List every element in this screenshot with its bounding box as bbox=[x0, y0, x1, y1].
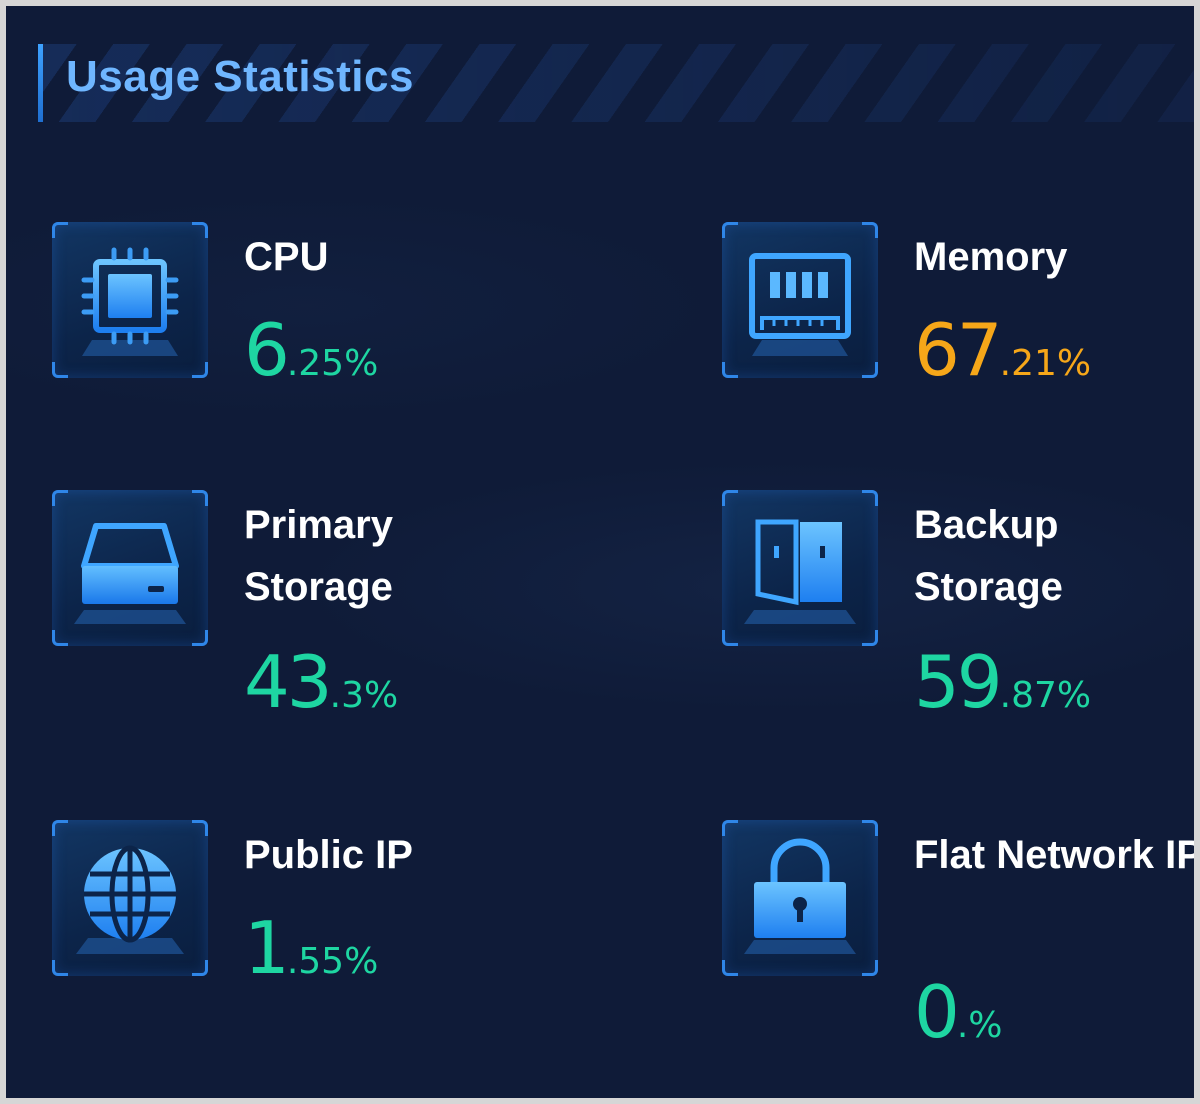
stat-label: CPU bbox=[244, 235, 329, 279]
stat-value: 6.25% bbox=[244, 308, 378, 392]
stat-value-integer: 1 bbox=[244, 906, 290, 990]
stat-label: Flat Network IP bbox=[914, 833, 1194, 877]
stat-value: 59.87% bbox=[914, 640, 1091, 724]
backup-storage-icon-box bbox=[722, 490, 878, 646]
panel-header-accent-bar bbox=[38, 44, 43, 122]
memory-icon-box bbox=[722, 222, 878, 378]
memory-module-icon bbox=[749, 253, 851, 356]
hard-drive-icon bbox=[74, 523, 186, 624]
stat-value-integer: 6 bbox=[244, 308, 290, 392]
usage-statistics-panel: Usage Statistics bbox=[6, 6, 1194, 1098]
primary-storage-icon-box bbox=[52, 490, 208, 646]
stat-value-decimal: .55% bbox=[286, 941, 379, 982]
stat-value-decimal: .87% bbox=[999, 675, 1092, 716]
stat-flat-network-ip: Flat Network IP 0.% bbox=[722, 820, 1194, 1060]
stat-value-integer: 67 bbox=[914, 308, 1003, 392]
stat-value: 0.% bbox=[914, 970, 1002, 1054]
public-ip-icon-box bbox=[52, 820, 208, 976]
stat-cpu: CPU 6.25% bbox=[52, 222, 552, 462]
stat-value-integer: 0 bbox=[914, 970, 960, 1054]
stat-value: 1.55% bbox=[244, 906, 378, 990]
panel-title: Usage Statistics bbox=[66, 52, 414, 101]
cpu-chip-icon bbox=[81, 247, 179, 356]
stat-value-decimal: .3% bbox=[329, 675, 399, 716]
stat-primary-storage: Primary Storage 43.3% bbox=[52, 490, 552, 730]
stat-value: 67.21% bbox=[914, 308, 1091, 392]
stat-label: Primary Storage bbox=[244, 503, 393, 609]
stat-value-decimal: .25% bbox=[286, 343, 379, 384]
stat-backup-storage: Backup Storage 59.87% bbox=[722, 490, 1194, 730]
stat-label: Memory bbox=[914, 235, 1068, 279]
stat-value-integer: 59 bbox=[914, 640, 1003, 724]
stat-value-integer: 43 bbox=[244, 640, 333, 724]
padlock-icon bbox=[744, 838, 856, 954]
flat-network-ip-icon-box bbox=[722, 820, 878, 976]
stat-label: Backup Storage bbox=[914, 503, 1063, 609]
stat-label: Public IP bbox=[244, 833, 413, 877]
stat-memory: Memory 67.21% bbox=[722, 222, 1194, 462]
stat-public-ip: Public IP 1.55% bbox=[52, 820, 552, 1060]
cpu-icon-box bbox=[52, 222, 208, 378]
stat-value-decimal: .21% bbox=[999, 343, 1092, 384]
stat-value-decimal: .% bbox=[956, 1005, 1003, 1046]
panel-header-stripes bbox=[38, 44, 1194, 122]
storage-cabinet-icon bbox=[744, 519, 856, 624]
stat-value: 43.3% bbox=[244, 640, 398, 724]
globe-icon bbox=[76, 845, 184, 954]
